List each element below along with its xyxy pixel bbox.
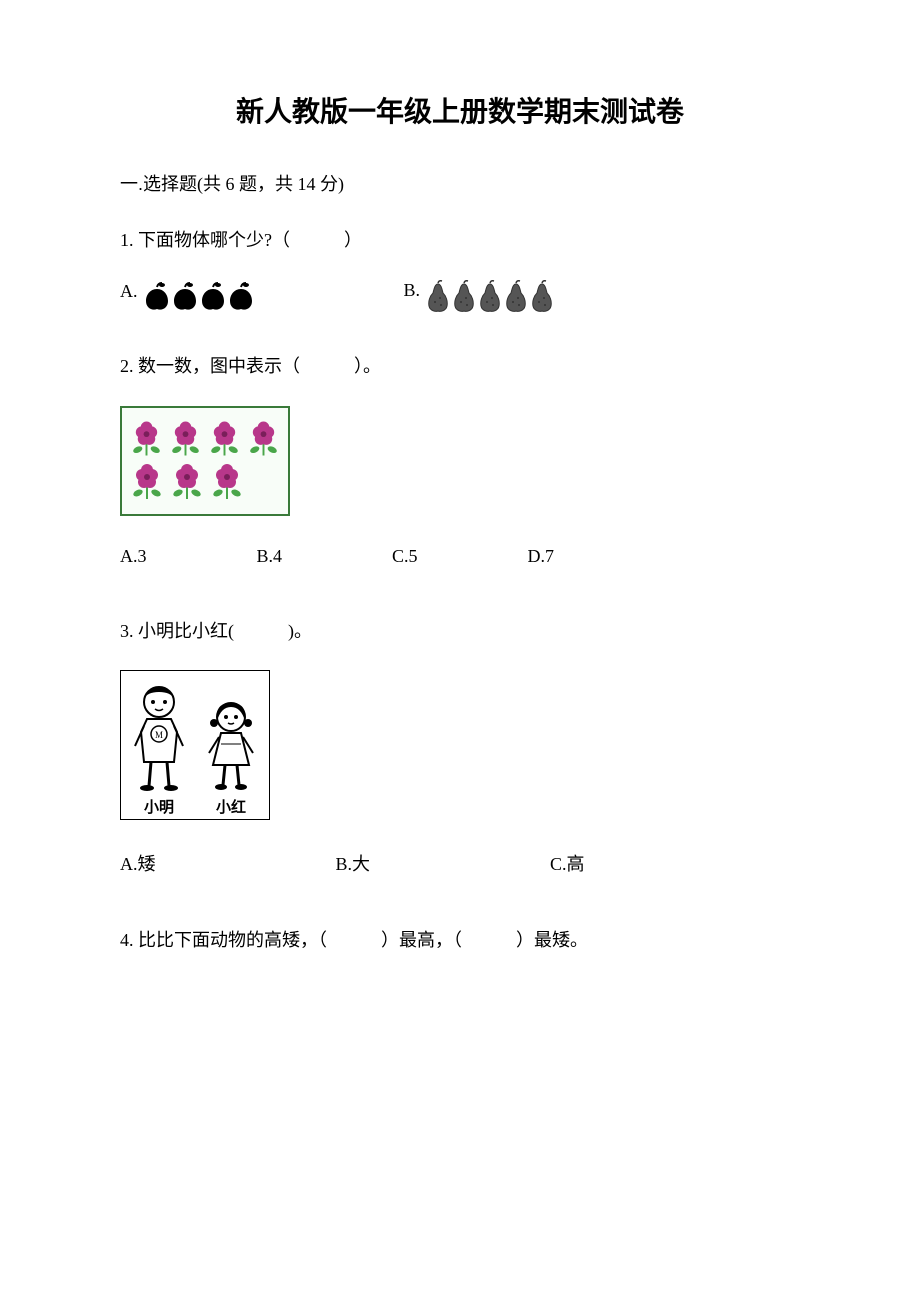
apple-icon — [228, 281, 254, 311]
boy-icon: M — [129, 684, 189, 794]
flower-icon — [247, 420, 280, 458]
q2-opt-b: B.4 — [257, 546, 283, 567]
q1-optA-label: A. — [120, 281, 138, 302]
q3-image: M 小明 小红 — [120, 670, 270, 820]
q3-child2: 小红 — [199, 677, 263, 817]
q2-opt-c: C.5 — [392, 546, 418, 567]
q3-child1-label: 小明 — [144, 796, 174, 817]
apple-icon — [172, 281, 198, 311]
pear-icon — [426, 280, 450, 312]
flower-icon — [130, 463, 164, 501]
q2-flower-row-1 — [130, 420, 280, 458]
apple-icon — [144, 281, 170, 311]
pear-icon — [530, 280, 554, 312]
q3-opt-c: C.高 — [550, 850, 585, 876]
q2-flower-row-2 — [130, 463, 280, 501]
svg-text:M: M — [155, 730, 163, 740]
q1-optB-label: B. — [404, 280, 421, 301]
pear-icon — [504, 280, 528, 312]
q3-opt-b: B.大 — [336, 850, 371, 876]
q3-child1: M 小明 — [127, 677, 191, 817]
q3-child2-label: 小红 — [216, 796, 246, 817]
q1-options: A. B. — [120, 280, 800, 312]
flower-icon — [208, 420, 241, 458]
section-header: 一.选择题(共 6 题，共 14 分) — [120, 170, 800, 196]
q1-option-b: B. — [404, 280, 555, 312]
flower-icon — [130, 420, 163, 458]
q2-text: 2. 数一数，图中表示（ ）。 — [120, 352, 800, 381]
apple-icon — [200, 281, 226, 311]
q4-text: 4. 比比下面动物的高矮，（ ）最高，（ ）最矮。 — [120, 926, 800, 955]
pear-icon — [478, 280, 502, 312]
page-title: 新人教版一年级上册数学期末测试卷 — [120, 90, 800, 130]
q3-opt-a: A.矮 — [120, 850, 156, 876]
q2-opt-a: A.3 — [120, 546, 147, 567]
flower-icon — [170, 463, 204, 501]
q2-options: A.3 B.4 C.5 D.7 — [120, 546, 800, 567]
q1-option-a: A. — [120, 281, 254, 311]
section-label: 选择题 — [143, 174, 197, 194]
q1-apples-row — [144, 281, 254, 311]
q2-opt-d: D.7 — [528, 546, 555, 567]
section-detail: (共 6 题，共 14 分) — [197, 174, 344, 194]
q2-image — [120, 406, 290, 516]
flower-icon — [169, 420, 202, 458]
q3-text: 3. 小明比小红( )。 — [120, 617, 800, 646]
q1-pears-row — [426, 280, 554, 312]
pear-icon — [452, 280, 476, 312]
girl-icon — [201, 699, 261, 794]
flower-icon — [210, 463, 244, 501]
q1-text: 1. 下面物体哪个少?（ ） — [120, 226, 800, 255]
q3-options: A.矮 B.大 C.高 — [120, 850, 800, 876]
section-prefix: 一. — [120, 174, 143, 194]
